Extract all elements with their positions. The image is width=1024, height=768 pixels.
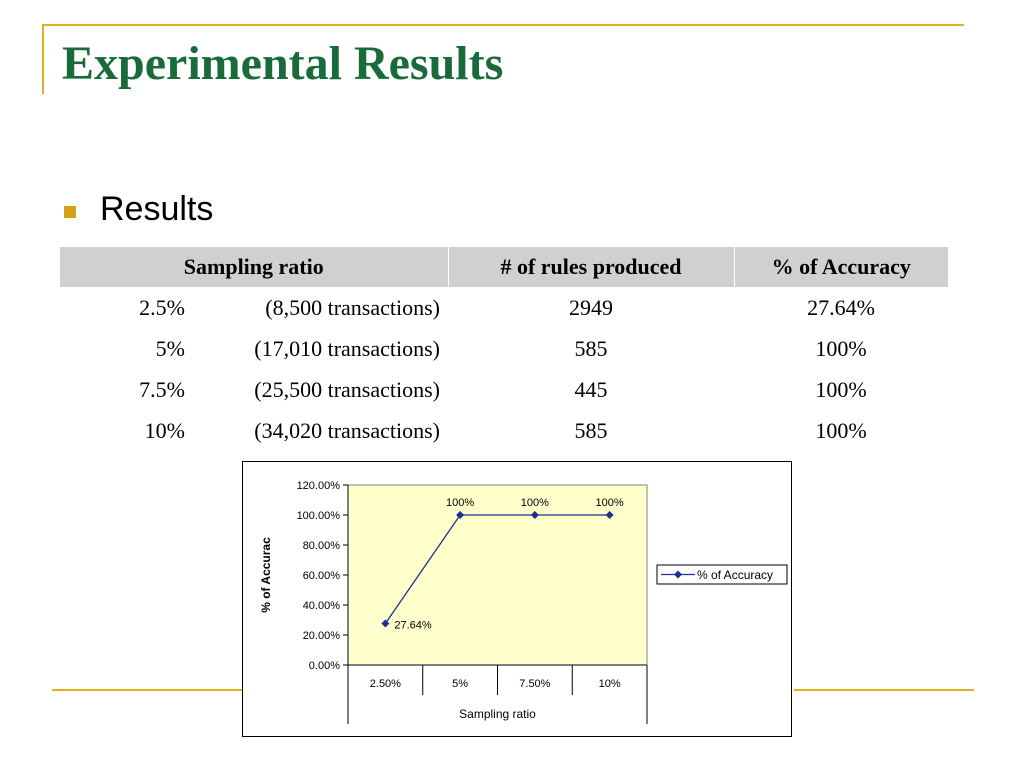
bullet-text: Results (100, 190, 214, 228)
results-table: Sampling ratio # of rules produced % of … (60, 247, 948, 451)
x-tick-label: 5% (452, 678, 468, 690)
left-decorative-line (42, 24, 44, 94)
y-tick-label: 120.00% (297, 480, 341, 492)
bottom-decorative-line-left (52, 689, 242, 691)
cell-ratio: 2.5% (139, 294, 185, 320)
y-tick-label: 100.00% (297, 510, 341, 522)
cell-ratio: 7.5% (139, 376, 185, 402)
cell-ratio: 10% (144, 417, 185, 443)
y-tick-label: 20.00% (303, 630, 341, 642)
y-axis-title: % of Accurac (259, 537, 273, 613)
table-row: 5% (17,010 transactions) 585 100% (60, 328, 948, 369)
table-row: 2.5% (8,500 transactions) 2949 27.64% (60, 287, 948, 328)
table-header-row: Sampling ratio # of rules produced % of … (60, 247, 948, 287)
cell-rules: 2949 (569, 294, 613, 320)
legend-label: % of Accuracy (697, 568, 773, 582)
y-tick-label: 60.00% (303, 570, 341, 582)
data-point-marker (530, 511, 539, 519)
cell-accuracy: 100% (815, 417, 867, 443)
header-rules-produced: # of rules produced (448, 247, 735, 287)
chart-svg: 0.00% 20.00% 40.00% 60.00% 80.00% 100.00% 120.… (259, 480, 788, 724)
data-point-marker (381, 619, 390, 628)
data-point-marker (456, 511, 465, 519)
x-tick-label: 2.50% (370, 678, 401, 690)
x-tick-label: 7.50% (519, 678, 550, 690)
data-label: 100% (521, 497, 549, 509)
data-label: 27.64% (394, 620, 432, 632)
series-line (384, 514, 610, 624)
cell-accuracy: 27.64% (807, 294, 875, 320)
data-label: 100% (596, 497, 624, 509)
bottom-decorative-line-right (794, 689, 974, 691)
legend-box (656, 564, 788, 585)
cell-rules: 445 (574, 376, 608, 402)
y-tick-label: 40.00% (303, 600, 341, 612)
cell-transactions: (17,010 transactions) (254, 335, 440, 361)
table-row: 10% (34,020 transactions) 585 100% (60, 410, 948, 451)
cell-accuracy: 100% (815, 335, 867, 361)
slide-title: Experimental Results (62, 37, 504, 90)
series-group: 27.64% 100% 100% 100% (381, 497, 624, 632)
data-point-marker (605, 511, 614, 519)
data-label: 100% (446, 497, 474, 509)
y-tick-label: 80.00% (303, 540, 341, 552)
header-accuracy: % of Accuracy (734, 247, 948, 287)
cell-transactions: (8,500 transactions) (265, 294, 440, 320)
x-axis-title: Sampling ratio (459, 707, 536, 721)
legend-marker (674, 570, 682, 579)
plot-area (347, 484, 648, 666)
cell-rules: 585 (574, 335, 608, 361)
cell-transactions: (34,020 transactions) (254, 417, 440, 443)
top-decorative-line (42, 24, 964, 26)
table-row: 7.5% (25,500 transactions) 445 100% (60, 369, 948, 410)
bullet-square-icon (64, 206, 76, 218)
y-tick-label: 0.00% (309, 660, 340, 672)
x-axis: 2.50% 5% 7.50% 10% (347, 664, 648, 724)
cell-ratio: 5% (155, 335, 185, 361)
y-axis: 0.00% 20.00% 40.00% 60.00% 80.00% 100.00% 120.… (297, 480, 349, 672)
cell-rules: 585 (574, 417, 608, 443)
x-tick-label: 10% (599, 678, 621, 690)
accuracy-chart: 0.00% 20.00% 40.00% 60.00% 80.00% 100.00% 120.… (242, 461, 792, 737)
header-sampling-ratio: Sampling ratio (60, 247, 449, 287)
cell-accuracy: 100% (815, 376, 867, 402)
legend: % of Accuracy (656, 564, 788, 585)
cell-transactions: (25,500 transactions) (254, 376, 440, 402)
